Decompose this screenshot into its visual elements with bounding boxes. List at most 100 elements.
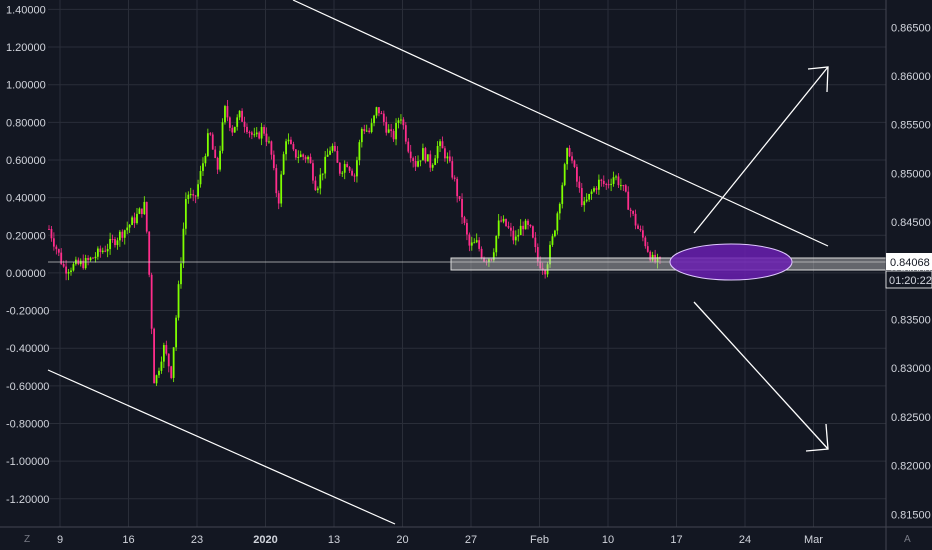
candle-body [617, 176, 620, 186]
candle-body [634, 213, 637, 226]
candle-body [199, 171, 202, 185]
candle-body [211, 134, 214, 150]
candle-body [162, 345, 165, 362]
left-tick-label: -1.00000 [6, 456, 49, 468]
candle-body [539, 261, 542, 269]
candle-body [429, 154, 432, 168]
candle-body [602, 180, 605, 184]
right-tick-label: 0.82000 [891, 461, 931, 473]
candle-body [585, 199, 588, 202]
left-tick-label: -0.40000 [6, 343, 49, 355]
candle-body [639, 228, 642, 231]
candle-body [444, 148, 446, 159]
candle-body [524, 220, 527, 230]
candle-body [158, 370, 160, 376]
candle-body [182, 228, 185, 264]
left-tick-label: 1.20000 [6, 42, 46, 54]
candle-body [187, 194, 190, 199]
candle-body [304, 156, 307, 160]
candle-body [316, 188, 319, 191]
target-ellipse[interactable] [669, 243, 793, 281]
candle-body [55, 246, 58, 250]
candle-body [258, 132, 261, 139]
arrow-up[interactable] [693, 66, 829, 234]
candle-body [517, 235, 520, 237]
candle-body [87, 258, 90, 261]
candle-body [57, 249, 60, 253]
candle-body [436, 145, 439, 159]
right-tick-label: 0.84500 [891, 217, 931, 229]
candle-body [363, 128, 366, 132]
candle-body [136, 213, 138, 224]
right-tick-label: 0.81500 [891, 509, 931, 521]
candle-body [131, 217, 133, 225]
left-tick-label: -0.80000 [6, 418, 49, 430]
upper-trendline[interactable] [292, 0, 829, 247]
candle-body [502, 218, 505, 222]
time-tick-label: 13 [328, 534, 340, 546]
candle-body [160, 361, 163, 371]
candle-body [414, 160, 417, 167]
candle-body [282, 154, 285, 175]
left-tick-label: -1.20000 [6, 494, 49, 506]
candle-body [385, 121, 388, 133]
candle-body [224, 106, 226, 123]
candle-body [356, 160, 358, 177]
time-tick-label: 10 [602, 534, 614, 546]
candle-body [111, 239, 114, 241]
candle-body [302, 154, 305, 157]
candle-body [458, 196, 461, 199]
candle-body [507, 226, 510, 228]
candle-body [395, 122, 397, 140]
corner-label-right[interactable]: A [904, 534, 911, 545]
time-axis[interactable]: 9 16 23 2020 13 20 27 Feb 10 17 24 Mar [0, 526, 932, 546]
candle-body [541, 268, 544, 271]
candle-body [424, 148, 427, 162]
candle-body [365, 130, 368, 132]
drawings-layer[interactable] [47, 0, 887, 525]
support-zone-rectangle[interactable] [450, 257, 887, 271]
candle-body [463, 217, 466, 223]
candle-body [536, 247, 539, 262]
candle-body [297, 156, 300, 158]
candle-body [456, 178, 459, 197]
candle-body [248, 132, 251, 134]
lower-trendline[interactable] [47, 369, 396, 525]
right-tick-label: 0.85000 [891, 168, 931, 180]
candle-body [236, 117, 239, 127]
candle-body [216, 157, 219, 170]
candle-body [387, 129, 390, 133]
candle-body [483, 257, 485, 262]
candle-body [309, 156, 312, 164]
candle-body [194, 195, 197, 197]
left-tick-label: 0.40000 [6, 193, 46, 205]
candle-body [253, 134, 256, 136]
arrow-down[interactable] [693, 301, 829, 452]
candle-body [422, 148, 424, 161]
candle-body [334, 145, 336, 151]
candle-body [656, 257, 659, 262]
left-tick-label: -0.20000 [6, 306, 49, 318]
time-tick-label: 23 [191, 534, 203, 546]
candle-body [290, 139, 292, 145]
candle-body [576, 166, 578, 182]
candle-body [627, 191, 630, 210]
candle-body [60, 252, 63, 264]
left-tick-label: 0.00000 [6, 268, 46, 280]
candle-body [590, 191, 593, 194]
candle-body [70, 270, 72, 273]
candle-body [180, 263, 182, 285]
candle-body [402, 119, 405, 126]
candle-body [209, 133, 212, 135]
candle-body [534, 237, 537, 248]
candle-body [568, 148, 571, 157]
candle-body [419, 160, 422, 162]
left-axis[interactable]: 1.40000 1.20000 1.00000 0.80000 0.60000 0.400… [6, 4, 49, 505]
candle-body [89, 257, 92, 261]
corner-label-left[interactable]: Z [24, 534, 30, 545]
candle-body [598, 179, 600, 190]
candle-body [373, 115, 375, 124]
candle-body [561, 185, 564, 204]
